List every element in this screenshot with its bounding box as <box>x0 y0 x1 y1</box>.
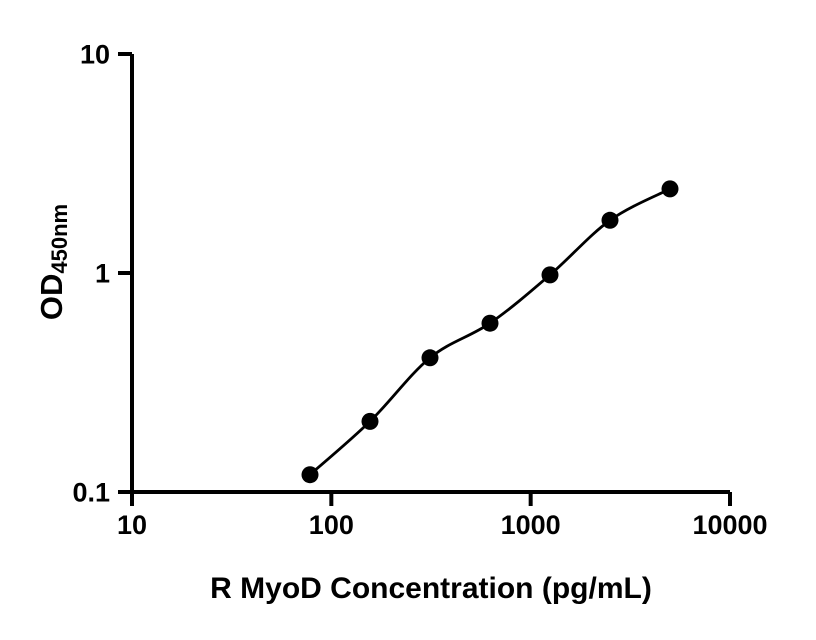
x-axis-tick-label: 1000 <box>501 510 561 540</box>
x-axis-title: R MyoD Concentration (pg/mL) <box>210 572 652 605</box>
data-point <box>421 349 439 367</box>
x-axis-tick-label: 100 <box>309 510 354 540</box>
data-point <box>301 466 319 484</box>
fit-curve <box>309 187 671 476</box>
y-axis-tick-label: 10 <box>80 40 110 70</box>
data-point <box>601 211 619 229</box>
y-axis-title-main: OD <box>34 273 69 321</box>
y-axis-title-subscript: 450nm <box>47 203 72 274</box>
y-axis-tick-label: 0.1 <box>72 478 110 508</box>
axis-spines <box>130 54 730 494</box>
data-point <box>481 314 499 332</box>
data-point <box>541 266 559 284</box>
x-axis-tick-label: 10000 <box>692 510 767 540</box>
data-point <box>361 412 379 430</box>
y-axis-title: OD450nm <box>34 203 72 321</box>
data-point <box>661 180 679 198</box>
x-axis-tick-label: 10 <box>117 510 147 540</box>
y-axis-tick-label: 1 <box>95 259 110 289</box>
